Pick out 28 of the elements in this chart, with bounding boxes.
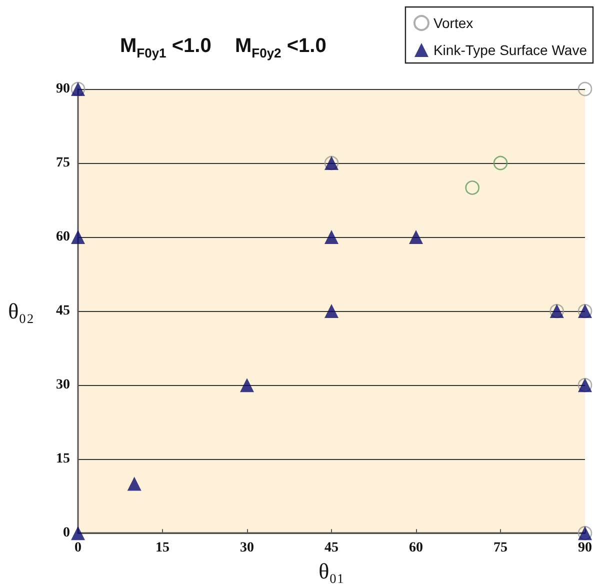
y-axis-title: θ₀₂ [8,298,34,324]
x-tick-label: 0 [74,540,82,556]
point [324,304,338,318]
x-axis-title: θ₀₁ [318,558,344,584]
point [240,378,254,392]
x-tick-label: 30 [240,540,254,556]
x-tick-label: 15 [156,540,170,556]
x-tick-label: 75 [494,540,508,556]
y-tick-label: 30 [56,378,70,393]
y-tick-label: 60 [56,230,70,245]
legend-label: Vortex [433,15,474,31]
y-tick-label: 75 [56,156,70,171]
point [324,230,338,244]
x-tick-label: 60 [409,540,423,556]
y-tick-label: 90 [56,82,70,96]
x-tick-label: 45 [324,540,338,556]
y-tick-label: 0 [63,526,70,541]
y-tick-label: 15 [56,452,70,467]
point [465,180,480,195]
x-tick-label: 90 [578,540,592,556]
point [409,230,423,244]
point [71,526,85,540]
point [127,476,142,491]
point [493,156,508,170]
point [578,82,592,96]
legend-label: Kink-Type Surface Wave [433,42,588,58]
point [71,230,85,244]
y-tick-label: 45 [56,304,70,319]
